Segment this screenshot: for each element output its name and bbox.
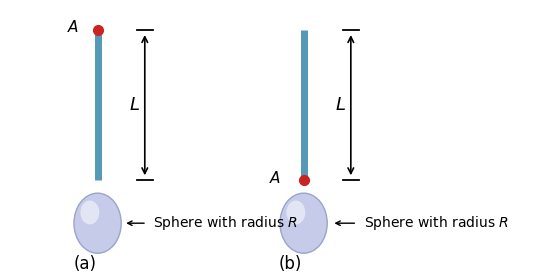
Text: Sphere with radius $R$: Sphere with radius $R$: [363, 214, 509, 232]
Ellipse shape: [81, 200, 99, 225]
Text: Sphere with radius $R$: Sphere with radius $R$: [153, 214, 298, 232]
Ellipse shape: [74, 193, 121, 253]
Ellipse shape: [280, 193, 327, 253]
Text: $L$: $L$: [129, 96, 139, 114]
Text: (a): (a): [73, 254, 96, 273]
Ellipse shape: [286, 200, 305, 225]
Text: $L$: $L$: [335, 96, 346, 114]
Text: (b): (b): [279, 254, 302, 273]
Text: A: A: [68, 20, 78, 35]
Text: A: A: [269, 171, 280, 186]
